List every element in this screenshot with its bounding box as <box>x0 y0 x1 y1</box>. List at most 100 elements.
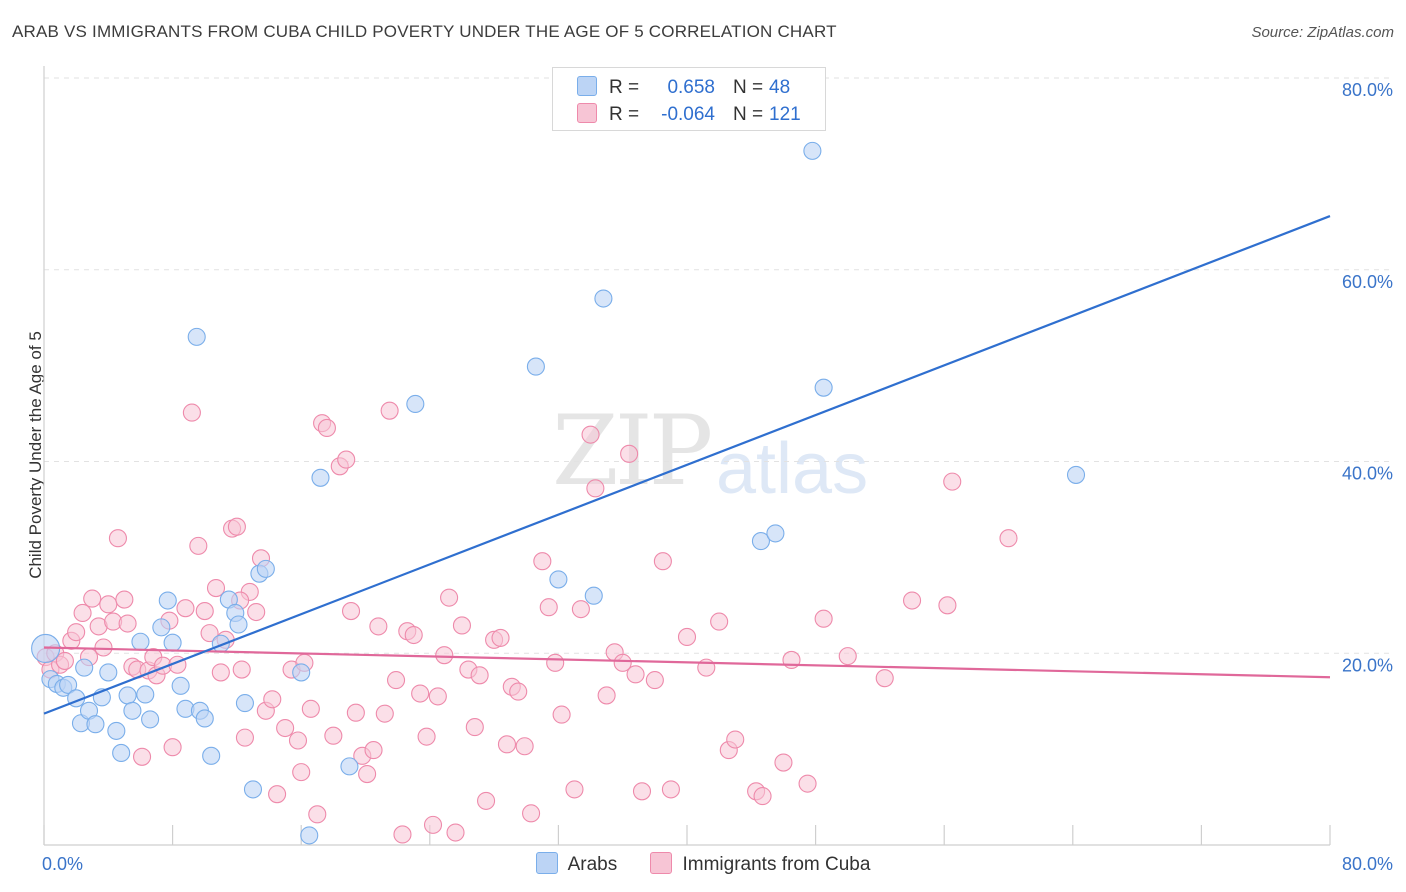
cuba-point <box>83 589 102 608</box>
cuba-point <box>324 726 343 745</box>
cuba-point <box>163 738 182 757</box>
cuba-point <box>999 529 1018 548</box>
cuba-point <box>364 741 383 760</box>
axes <box>43 66 1331 846</box>
cuba-point <box>522 804 541 823</box>
arabs-point <box>123 701 142 720</box>
arabs-point <box>118 686 137 705</box>
cuba-point <box>386 671 406 690</box>
cuba-point <box>133 747 152 766</box>
cuba-point <box>317 418 336 437</box>
cuba-point <box>206 579 226 598</box>
cuba-point <box>301 699 320 718</box>
series-legend: Arabs Immigrants from Cuba <box>0 852 1406 876</box>
arabs-point <box>86 715 105 734</box>
n-label: N = <box>733 104 764 125</box>
cuba-point <box>581 425 600 444</box>
cuba-point <box>337 450 356 469</box>
cuba-point <box>533 552 552 571</box>
tick-labels: 20.0% 40.0% 60.0% 80.0% 0.0% 80.0% <box>42 80 1393 874</box>
cuba-point <box>115 590 134 609</box>
arabs-point <box>141 710 160 729</box>
legend-item-cuba: Immigrants from Cuba <box>650 852 870 876</box>
cuba-point <box>440 588 459 607</box>
cuba-point <box>626 665 645 684</box>
cuba-point <box>288 731 308 750</box>
cuba-point <box>661 780 680 799</box>
r-value: 0.658 <box>667 77 715 98</box>
cuba-point <box>814 609 833 628</box>
cuba-point <box>417 727 436 746</box>
source-label: Source: ZipAtlas.com <box>1251 24 1394 41</box>
arabs-point <box>256 559 275 578</box>
arabs-legend-swatch <box>535 852 558 874</box>
arabs-trend-line <box>43 215 1331 715</box>
arabs-point <box>766 524 785 543</box>
cuba-point <box>546 653 565 672</box>
cuba-point <box>94 638 113 657</box>
arabs-point <box>803 141 822 160</box>
legend-item-arabs: Arabs <box>535 852 617 876</box>
cuba-point <box>902 591 922 610</box>
cuba-point <box>341 602 361 621</box>
grid-lines <box>44 77 1392 654</box>
arabs-point <box>1066 465 1086 484</box>
cuba-point <box>276 718 295 738</box>
r-value: -0.064 <box>661 104 715 125</box>
arabs-point <box>243 780 263 799</box>
arabs-point <box>202 746 221 765</box>
cuba-point <box>477 791 496 810</box>
n-label: N = <box>733 77 764 98</box>
x-tick-label: 80.0% <box>1342 854 1393 874</box>
arabs-point <box>131 632 150 651</box>
cuba-point <box>67 623 86 642</box>
cuba-point <box>411 684 430 703</box>
cuba-point <box>726 730 745 749</box>
cuba-point <box>189 536 208 555</box>
arabs-point <box>814 378 833 397</box>
arabs-point <box>549 570 568 589</box>
cuba-point <box>653 552 672 571</box>
cuba-point <box>308 805 327 824</box>
cuba-point <box>358 765 377 784</box>
arabs-point <box>594 289 613 308</box>
cuba-point <box>497 735 517 754</box>
arabs-point <box>171 676 190 695</box>
cuba-point <box>509 682 528 701</box>
cuba-point <box>515 737 534 756</box>
x-tick-label: 0.0% <box>42 854 83 874</box>
y-tick-label: 80.0% <box>1342 80 1393 100</box>
arabs-point <box>152 618 171 637</box>
arabs-swatch <box>577 76 597 96</box>
cuba-point <box>393 825 412 844</box>
cuba-point <box>452 616 472 635</box>
arabs-point <box>107 721 126 740</box>
n-value: 48 <box>769 77 791 98</box>
series-arabs-points <box>31 141 1086 845</box>
arabs-point <box>158 591 177 610</box>
y-tick-label: 60.0% <box>1342 272 1393 292</box>
y-tick-label: 40.0% <box>1342 464 1393 484</box>
arabs-point <box>187 327 206 346</box>
cuba-point <box>380 401 399 420</box>
cuba-point <box>774 753 793 772</box>
cuba-point <box>597 686 616 705</box>
cuba-point <box>423 815 443 834</box>
cuba-point <box>118 614 137 633</box>
arabs-point <box>300 826 319 845</box>
cuba-point <box>211 663 230 682</box>
cuba-point <box>182 403 201 422</box>
cuba-point <box>938 596 957 615</box>
cuba-point <box>552 705 571 724</box>
watermark-atlas: atlas <box>716 429 869 509</box>
cuba-point <box>346 703 365 722</box>
arabs-point <box>340 757 359 776</box>
cuba-point <box>369 617 388 636</box>
cuba-point <box>565 780 584 799</box>
cuba-point <box>470 666 489 685</box>
arabs-point <box>292 663 311 682</box>
cuba-legend-swatch <box>650 852 673 874</box>
legend-row-arabs: R = 0.658 N = 48 <box>577 76 790 99</box>
arabs-point <box>311 468 330 487</box>
